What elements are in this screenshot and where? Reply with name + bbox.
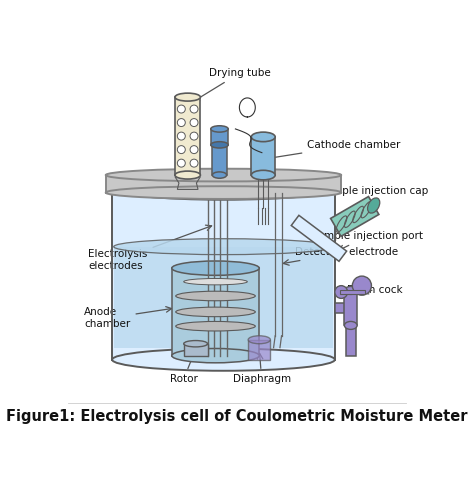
Text: Figure1: Electrolysis cell of Coulometric Moisture Meter: Figure1: Electrolysis cell of Coulometri… [6, 410, 468, 425]
Ellipse shape [175, 171, 201, 179]
Text: Rotor: Rotor [170, 353, 198, 384]
Circle shape [177, 105, 185, 113]
Text: Detection electrode: Detection electrode [283, 247, 398, 265]
Ellipse shape [106, 186, 341, 199]
Polygon shape [346, 326, 356, 355]
Text: Drying tube: Drying tube [193, 68, 270, 101]
Text: Sample injection cap: Sample injection cap [319, 186, 428, 206]
Ellipse shape [251, 170, 275, 180]
Text: Cathode chamber: Cathode chamber [267, 140, 401, 160]
Ellipse shape [367, 198, 380, 213]
Circle shape [177, 119, 185, 127]
Circle shape [190, 146, 198, 154]
Ellipse shape [175, 93, 201, 101]
Polygon shape [331, 197, 379, 236]
Ellipse shape [345, 322, 357, 329]
Polygon shape [212, 145, 227, 175]
Circle shape [190, 105, 198, 113]
Polygon shape [114, 247, 333, 349]
Ellipse shape [106, 169, 341, 182]
Ellipse shape [114, 239, 333, 255]
Circle shape [190, 159, 198, 167]
Circle shape [335, 285, 347, 298]
Polygon shape [211, 129, 228, 145]
Polygon shape [345, 290, 357, 326]
Ellipse shape [172, 261, 259, 275]
Text: Drain cock: Drain cock [347, 284, 402, 295]
Polygon shape [184, 344, 208, 355]
Ellipse shape [176, 322, 255, 331]
Text: Sample injection port: Sample injection port [311, 231, 423, 250]
Ellipse shape [251, 132, 275, 142]
Circle shape [177, 159, 185, 167]
Ellipse shape [184, 279, 247, 285]
Ellipse shape [176, 291, 255, 301]
Ellipse shape [345, 286, 357, 295]
Polygon shape [172, 268, 259, 355]
Text: Diaphragm: Diaphragm [233, 354, 291, 384]
Ellipse shape [112, 349, 335, 371]
Polygon shape [335, 303, 351, 313]
Ellipse shape [184, 341, 208, 347]
Ellipse shape [211, 142, 228, 148]
Ellipse shape [176, 307, 255, 317]
Circle shape [177, 132, 185, 140]
Circle shape [190, 119, 198, 127]
Polygon shape [175, 97, 201, 175]
Polygon shape [106, 175, 341, 193]
Text: Anode
chamber: Anode chamber [84, 307, 172, 329]
Polygon shape [112, 188, 335, 360]
Circle shape [352, 276, 372, 295]
Text: Electrolysis
electrodes: Electrolysis electrodes [88, 225, 211, 271]
Circle shape [177, 146, 185, 154]
Ellipse shape [212, 172, 227, 178]
Circle shape [190, 132, 198, 140]
Polygon shape [339, 290, 365, 294]
Ellipse shape [211, 126, 228, 132]
Ellipse shape [172, 349, 259, 363]
Ellipse shape [248, 336, 270, 344]
Polygon shape [291, 215, 346, 261]
Polygon shape [248, 340, 270, 360]
Ellipse shape [112, 177, 335, 200]
Polygon shape [251, 137, 275, 175]
